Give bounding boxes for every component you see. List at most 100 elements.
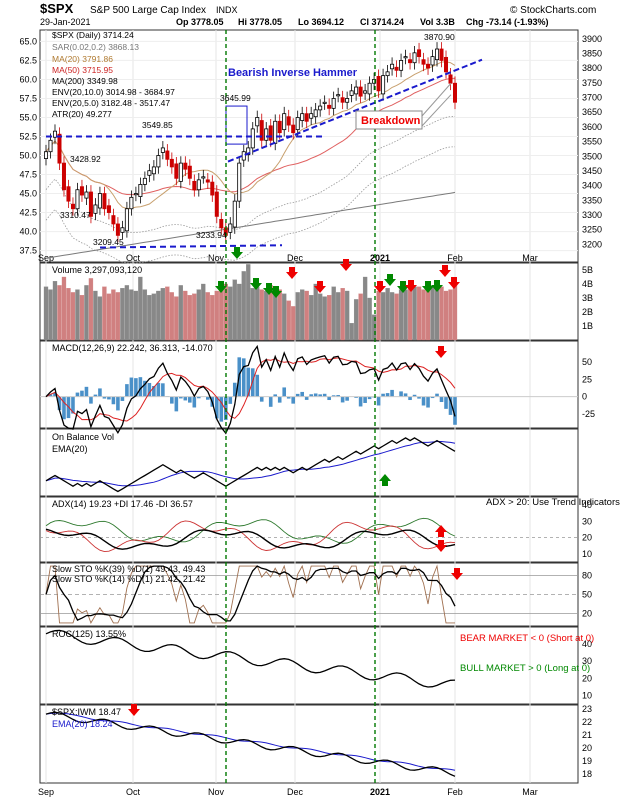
volume-right-tick: 4B <box>582 279 593 289</box>
annot-3870: 3870.90 <box>424 32 455 42</box>
volume-bar <box>242 271 246 340</box>
candle-body <box>166 151 169 159</box>
ratio-right-tick: 18 <box>582 769 592 779</box>
volume-arrow-green <box>231 247 243 259</box>
candle-body <box>211 182 214 195</box>
month-label-bottom: Feb <box>447 787 463 797</box>
price-right-tick: 3700 <box>582 93 602 103</box>
volume-bar <box>255 287 259 340</box>
candle-body <box>449 75 452 83</box>
roc-notes: BEAR MARKET < 0 (Short at 0) BULL MARKET… <box>460 633 594 674</box>
price-legend: $SPX (Daily) 3714.24 SAR(0.02,0.2) 3868.… <box>52 30 175 119</box>
volume-arrow-red <box>340 259 352 271</box>
price-left-tick: 45.0 <box>19 189 37 199</box>
price-right-tick: 3200 <box>582 239 602 249</box>
month-label-bottom: Dec <box>287 787 304 797</box>
volume-bar <box>107 294 111 340</box>
macd-right-tick: 25 <box>582 374 592 384</box>
volume-bar <box>197 290 201 340</box>
volume-bar <box>80 295 84 340</box>
price-left-tick: 62.5 <box>19 55 37 65</box>
volume-bar <box>273 292 277 340</box>
plus-di-line <box>46 518 455 543</box>
candle-body <box>62 163 65 190</box>
volume-bar <box>287 301 291 340</box>
sto-fast-label: Slow STO %K(14) %D(1) 21.42, 21.42 <box>52 574 205 584</box>
volume-bar <box>264 291 268 340</box>
candle-body <box>323 102 326 103</box>
candle-body <box>121 228 124 233</box>
price-right-tick: 3850 <box>582 48 602 58</box>
candle-body <box>103 194 106 209</box>
legend-sar: SAR(0.02,0.2) 3868.13 <box>52 42 139 52</box>
volume-bar <box>435 288 439 340</box>
volume-bar <box>156 291 160 340</box>
candle-body <box>422 60 425 65</box>
candle-body <box>188 166 191 178</box>
price-right-tick: 3750 <box>582 78 602 88</box>
macd-histogram-bar <box>121 397 125 401</box>
volume-bar <box>426 291 430 340</box>
volume-bar <box>354 299 358 340</box>
macd-histogram-bar <box>89 397 93 404</box>
volume-bar <box>206 292 210 340</box>
macd-arrow-red <box>435 346 447 358</box>
candle-body <box>359 87 362 96</box>
price-right-tick: 3350 <box>582 195 602 205</box>
macd-histogram-bar <box>170 397 174 404</box>
volume-arrow-red <box>286 267 298 279</box>
candle-body <box>148 171 151 176</box>
volume-bar <box>233 280 237 340</box>
candle-body <box>170 159 173 167</box>
chart-exchange: INDX <box>216 5 238 15</box>
candle-body <box>413 53 416 63</box>
price-right-tick: 3250 <box>582 225 602 235</box>
month-label-top: Nov <box>208 253 225 263</box>
adx-note: ADX > 20: Use Trend Indicators, ADX < 20… <box>486 497 620 508</box>
candle-body <box>80 187 83 195</box>
volume-bar <box>138 277 142 340</box>
macd-histogram-bar <box>278 397 282 403</box>
ratio-right-tick: 20 <box>582 743 592 753</box>
volume-bar <box>134 291 138 340</box>
macd-histogram-bar <box>345 397 349 401</box>
volume-bar <box>440 287 444 340</box>
macd-signal-line <box>46 358 455 421</box>
annot-3645: 3645.99 <box>220 93 251 103</box>
annot-3310: 3310.47 <box>60 210 91 220</box>
legend-ma50: MA(50) 3715.95 <box>52 65 113 75</box>
panel-frame-price <box>40 30 578 262</box>
month-label-top: 2021 <box>370 253 390 263</box>
volume-label: Volume 3,297,093,120 <box>52 265 142 275</box>
candle-body <box>274 121 277 143</box>
candle-body <box>85 192 88 198</box>
volume-bar <box>381 292 385 340</box>
chart-date: 29-Jan-2021 <box>40 17 91 27</box>
chart-open: Op 3778.05 <box>176 17 224 27</box>
volume-right-tick: 2B <box>582 307 593 317</box>
volume-bar <box>93 291 97 340</box>
price-left-tick: 47.5 <box>19 170 37 180</box>
candle-body <box>161 148 164 153</box>
price-right-tick: 3800 <box>582 63 602 73</box>
candle-body <box>440 49 443 60</box>
volume-bar <box>215 291 219 340</box>
roc-label: ROC(125) 13.55% <box>52 629 126 639</box>
volume-bar <box>237 284 241 340</box>
candle-body <box>229 224 232 232</box>
roc-right-tick: 20 <box>582 673 592 683</box>
annot-3209: 3209.45 <box>93 237 124 247</box>
candle-body <box>390 64 393 69</box>
annot-3549: 3549.85 <box>142 120 173 130</box>
macd-histogram-bar <box>161 383 165 396</box>
ratio-right-tick: 23 <box>582 704 592 714</box>
volume-bar <box>386 288 390 340</box>
candle-body <box>355 87 358 94</box>
legend-env10: ENV(20,10.0) 3014.98 - 3684.97 <box>52 87 175 97</box>
chart-source: © StockCharts.com <box>510 5 596 16</box>
candle-body <box>112 216 115 224</box>
candle-body <box>444 57 447 71</box>
candle-body <box>269 126 272 140</box>
candle-body <box>130 197 133 208</box>
